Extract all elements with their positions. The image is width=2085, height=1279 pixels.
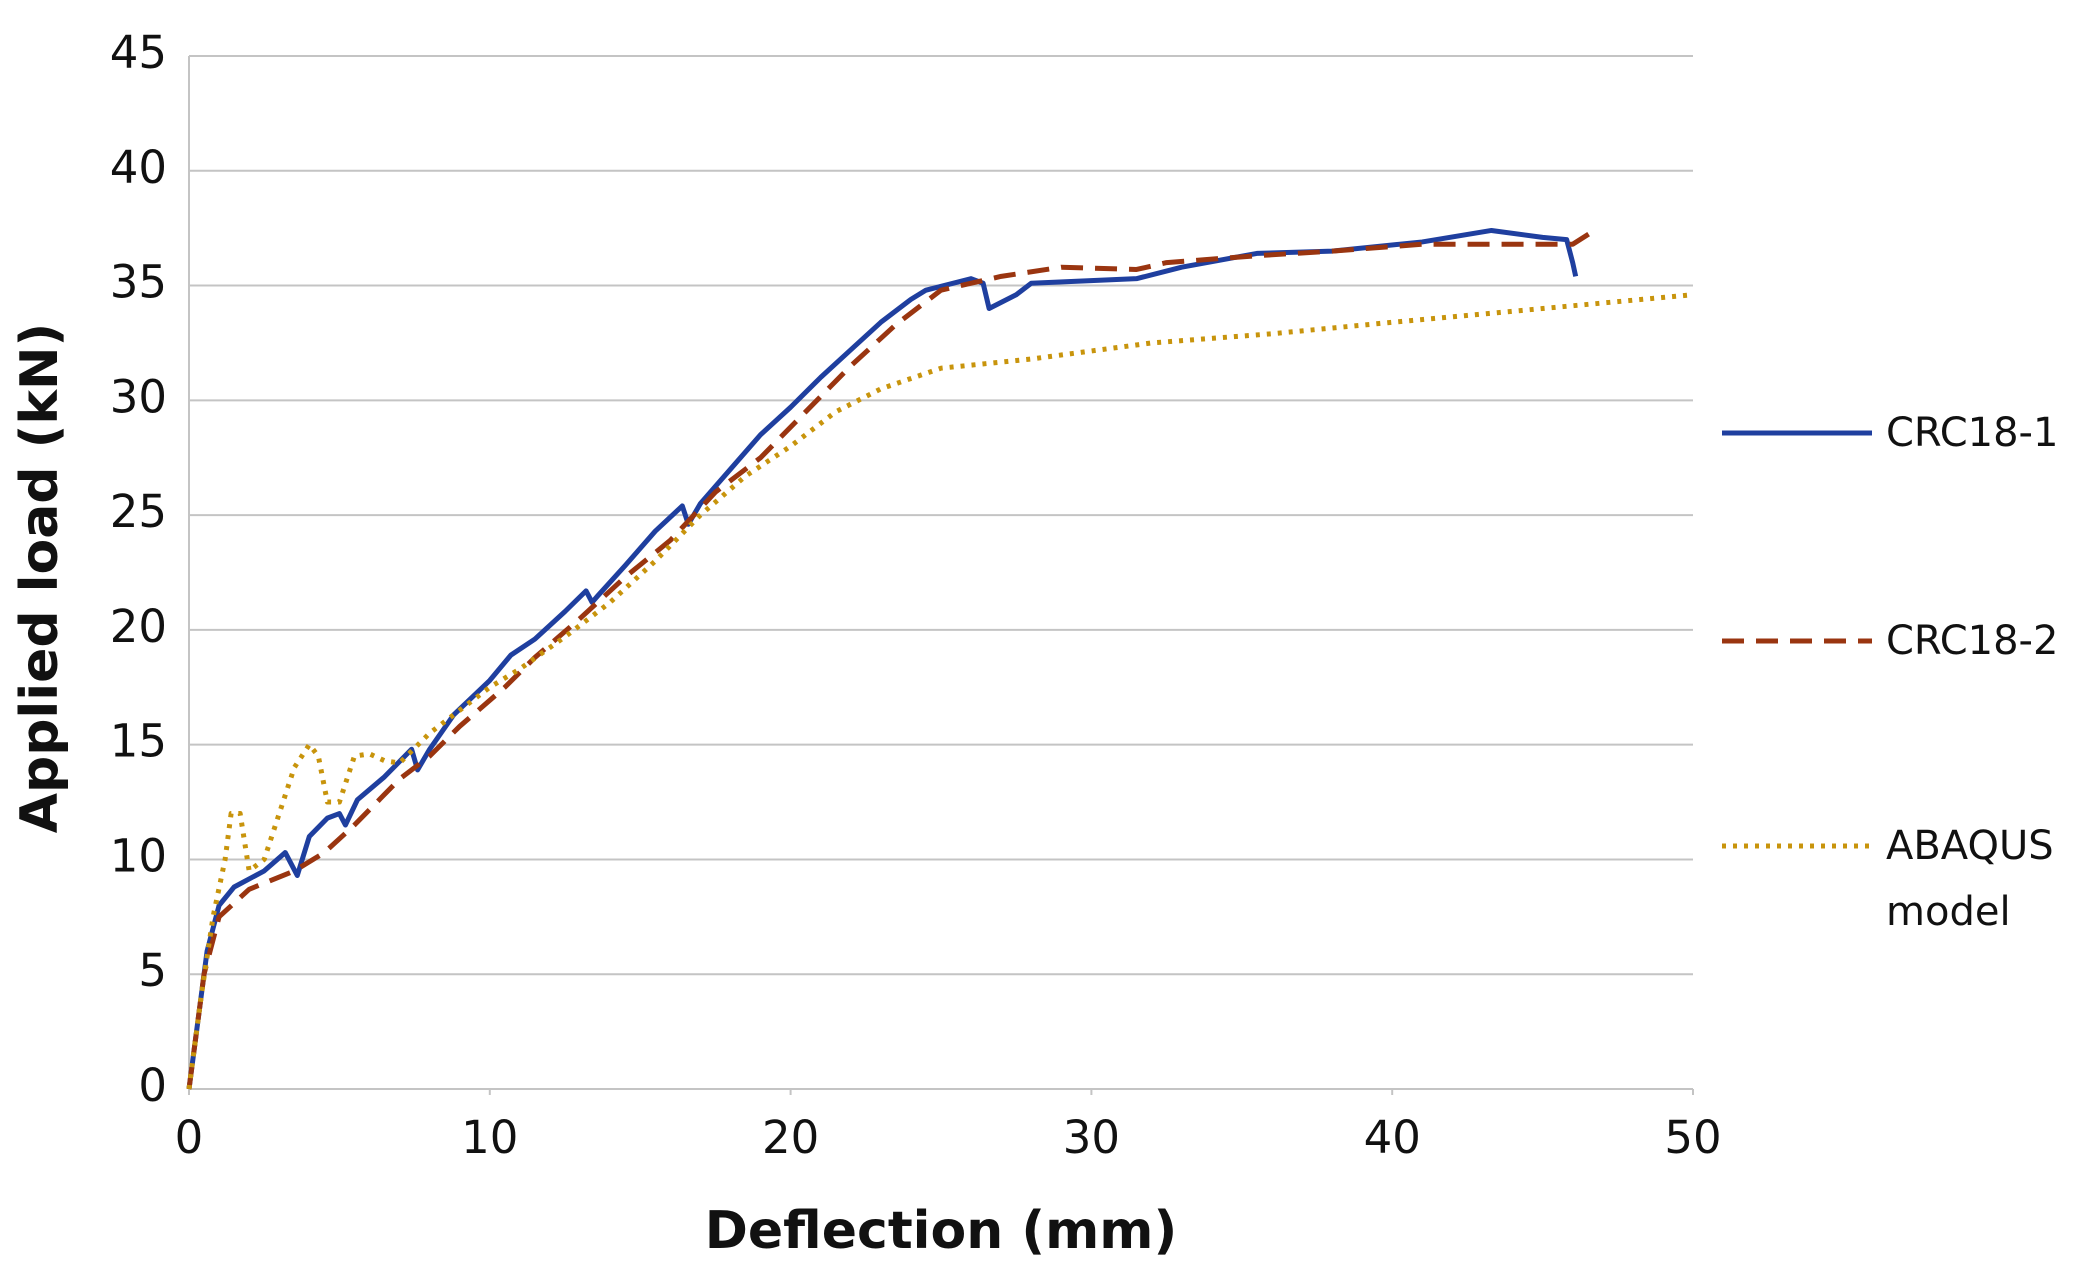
y-tick-label: 40 [110,141,167,194]
legend-label: CRC18-2 [1886,618,2059,664]
y-tick-label: 20 [110,600,167,653]
y-tick-label: 45 [110,26,167,79]
x-axis-title: Deflection (mm) [705,1201,1178,1261]
y-tick-label: 5 [138,944,167,997]
series-line [186,230,1593,1090]
series-line [186,227,1579,1090]
legend-label: CRC18-1 [1886,410,2059,456]
y-tick-label: 15 [110,715,167,768]
y-tick-label: 35 [110,256,167,309]
y-tick-label: 25 [110,485,167,538]
x-tick-label: 50 [1664,1111,1721,1164]
x-tick-label: 20 [762,1111,819,1164]
x-tick-label: 0 [175,1111,204,1164]
y-tick-label: 10 [110,829,167,882]
x-tick-label: 40 [1364,1111,1421,1164]
y-tick-label: 0 [138,1059,167,1112]
y-axis-title: Applied load (kN) [10,323,70,834]
x-tick-label: 30 [1063,1111,1120,1164]
legend-label: ABAQUS model [1886,823,2054,935]
x-tick-label: 10 [461,1111,518,1164]
series-line [186,292,1694,1090]
y-tick-label: 30 [110,370,167,423]
